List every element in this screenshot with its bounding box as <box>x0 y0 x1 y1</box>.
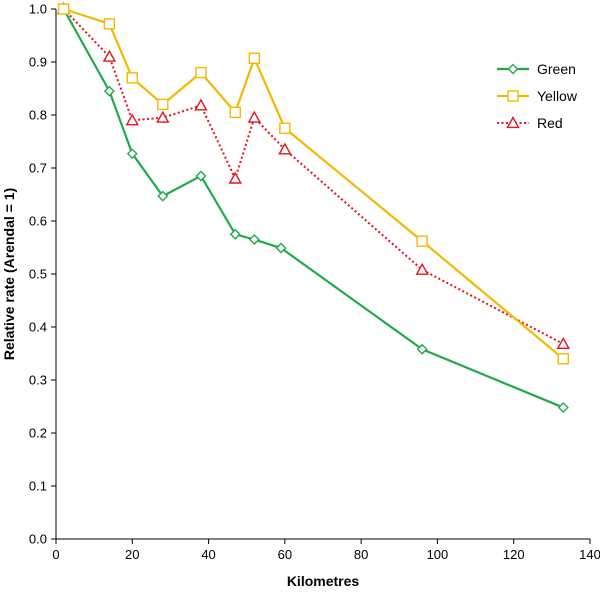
series-red <box>56 2 570 350</box>
data-point-yellow <box>229 106 241 119</box>
series-layer <box>56 2 570 414</box>
y-tick-label: 0.3 <box>29 373 47 388</box>
legend-marker-red <box>506 116 520 129</box>
data-point-yellow <box>195 66 207 79</box>
data-point-green <box>229 228 241 240</box>
data-point-green <box>557 402 569 414</box>
series-green <box>58 3 569 414</box>
data-point-red <box>102 49 117 62</box>
y-tick-label: 0.4 <box>29 320 47 335</box>
y-tick-label: 0.6 <box>29 214 47 229</box>
data-point-green <box>195 170 207 182</box>
legend-marker-yellow <box>507 90 519 102</box>
data-point-yellow <box>103 18 116 30</box>
series-line-red <box>62 8 564 345</box>
y-tick-label: 0.5 <box>29 267 47 282</box>
x-tick-label: 80 <box>354 547 368 562</box>
x-tick-label: 20 <box>125 547 139 562</box>
y-tick-label: 1.0 <box>29 2 47 17</box>
x-tick-label: 60 <box>278 547 292 562</box>
legend-label-green: Green <box>537 61 576 77</box>
x-axis-title: Kilometres <box>287 573 360 589</box>
legend-item-red: Red <box>497 115 563 131</box>
legend-item-green: Green <box>497 61 576 77</box>
data-point-yellow <box>157 98 169 111</box>
data-point-red <box>125 113 139 126</box>
legend: Green Yellow Red <box>497 61 578 131</box>
legend-marker-green <box>507 63 519 75</box>
data-point-yellow <box>126 72 138 84</box>
x-tick-label: 120 <box>503 547 525 562</box>
data-point-green <box>248 234 260 246</box>
y-tick-label: 0.8 <box>29 108 47 123</box>
y-tick-label: 0.2 <box>29 426 47 441</box>
data-point-red <box>228 171 242 184</box>
data-point-yellow <box>416 235 428 247</box>
axes: 0 20 40 60 80 100 120 140 0.0 0.1 0.2 0.3 0.4 0.5 0.6 0… <box>29 2 600 563</box>
data-point-red <box>194 98 208 111</box>
legend-label-red: Red <box>537 115 563 131</box>
y-tick-label: 0.0 <box>29 532 47 547</box>
data-point-yellow <box>57 3 70 15</box>
data-point-green <box>157 190 169 202</box>
legend-label-yellow: Yellow <box>537 88 578 104</box>
x-tick-label: 100 <box>427 547 449 562</box>
legend-item-yellow: Yellow <box>497 88 578 104</box>
y-axis-title: Relative rate (Arendal = 1) <box>1 188 17 360</box>
y-tick-label: 0.1 <box>29 479 47 494</box>
data-point-green <box>103 85 115 97</box>
data-point-yellow <box>279 122 291 134</box>
series-line-yellow <box>63 7 565 360</box>
data-point-red <box>556 337 570 350</box>
data-point-yellow <box>557 353 569 365</box>
data-point-red <box>278 142 292 155</box>
y-tick-label: 0.9 <box>29 55 47 70</box>
data-point-green <box>126 148 138 160</box>
series-line-green <box>62 8 564 409</box>
series-yellow <box>57 3 569 365</box>
data-point-green <box>275 242 287 254</box>
data-point-red <box>156 110 170 123</box>
data-point-red <box>247 110 262 123</box>
data-point-green <box>416 343 428 355</box>
x-tick-label: 140 <box>579 547 600 562</box>
x-tick-label: 40 <box>201 547 215 562</box>
data-point-red <box>415 262 429 275</box>
x-tick-label: 0 <box>52 547 59 562</box>
y-tick-label: 0.7 <box>29 161 47 176</box>
data-point-yellow <box>248 52 261 64</box>
